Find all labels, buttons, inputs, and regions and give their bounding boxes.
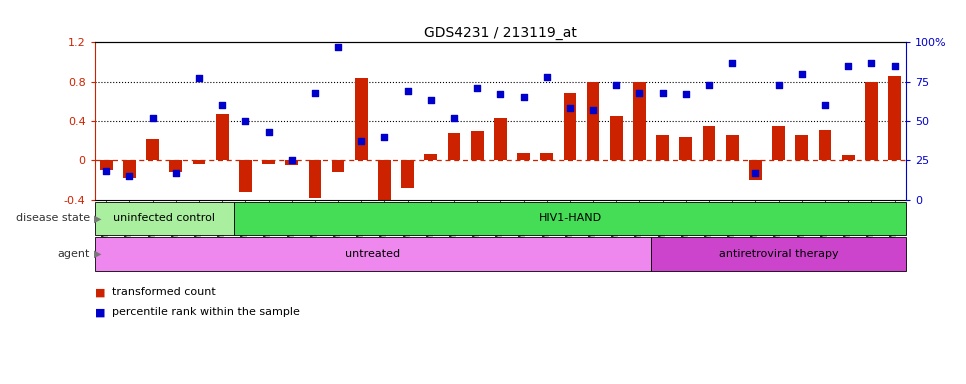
Text: agent: agent xyxy=(57,249,90,259)
Bar xyxy=(494,118,507,161)
Point xyxy=(585,107,601,113)
Bar xyxy=(123,161,136,178)
Bar xyxy=(215,114,229,161)
Bar xyxy=(331,161,345,172)
Bar xyxy=(610,116,623,161)
Text: ■: ■ xyxy=(95,287,105,297)
Point xyxy=(330,44,346,50)
Point xyxy=(771,82,786,88)
Bar xyxy=(192,161,206,164)
Bar xyxy=(355,78,368,161)
Text: ▶: ▶ xyxy=(94,249,101,259)
Text: transformed count: transformed count xyxy=(112,287,215,297)
Bar xyxy=(470,131,484,161)
Bar xyxy=(841,156,855,161)
Text: ▶: ▶ xyxy=(94,214,101,223)
Bar xyxy=(865,81,878,161)
Text: disease state: disease state xyxy=(15,214,90,223)
Point xyxy=(168,170,184,176)
Bar xyxy=(424,154,438,161)
Point xyxy=(122,173,137,179)
Text: HIV1-HAND: HIV1-HAND xyxy=(538,214,602,223)
Bar xyxy=(234,202,906,235)
Bar xyxy=(285,161,298,165)
Point xyxy=(261,129,276,135)
Bar xyxy=(656,135,669,161)
Bar xyxy=(795,135,809,161)
Bar xyxy=(586,81,600,161)
Text: uninfected control: uninfected control xyxy=(113,214,215,223)
Text: ■: ■ xyxy=(95,307,105,317)
Text: untreated: untreated xyxy=(345,249,401,259)
Point xyxy=(99,168,114,174)
Bar xyxy=(749,161,762,180)
Point xyxy=(423,98,439,104)
Point xyxy=(238,118,253,124)
Point xyxy=(724,60,740,66)
Bar xyxy=(239,161,252,192)
Point xyxy=(562,105,578,111)
Bar xyxy=(308,161,322,198)
Point xyxy=(748,170,763,176)
Point xyxy=(516,94,531,101)
Point xyxy=(678,91,694,97)
Point xyxy=(145,115,160,121)
Bar xyxy=(95,202,234,235)
Bar xyxy=(772,126,785,161)
Bar xyxy=(818,130,832,161)
Bar xyxy=(517,154,530,161)
Point xyxy=(469,85,485,91)
Point xyxy=(632,89,647,96)
Bar xyxy=(725,135,739,161)
Bar xyxy=(447,133,461,161)
Point xyxy=(609,82,624,88)
Point xyxy=(446,115,462,121)
Point xyxy=(794,71,810,77)
Point xyxy=(214,102,230,108)
Point xyxy=(840,63,856,69)
Point xyxy=(354,138,369,144)
Bar xyxy=(99,161,113,170)
Title: GDS4231 / 213119_at: GDS4231 / 213119_at xyxy=(424,26,577,40)
Bar xyxy=(633,81,646,161)
Point xyxy=(539,74,554,80)
Bar xyxy=(146,139,159,161)
Point xyxy=(817,102,833,108)
Bar xyxy=(888,76,901,161)
Bar xyxy=(651,237,906,271)
Point xyxy=(400,88,415,94)
Bar xyxy=(378,161,391,200)
Bar xyxy=(401,161,414,188)
Point xyxy=(493,91,508,97)
Text: antiretroviral therapy: antiretroviral therapy xyxy=(719,249,838,259)
Bar xyxy=(702,126,716,161)
Bar xyxy=(262,161,275,164)
Point xyxy=(191,75,207,81)
Bar xyxy=(540,154,554,161)
Point xyxy=(887,63,902,69)
Point xyxy=(377,134,392,140)
Point xyxy=(284,157,299,164)
Bar xyxy=(169,161,183,172)
Point xyxy=(307,89,323,96)
Bar xyxy=(563,93,577,161)
Point xyxy=(864,60,879,66)
Point xyxy=(655,89,670,96)
Bar xyxy=(95,237,651,271)
Point xyxy=(701,82,717,88)
Text: percentile rank within the sample: percentile rank within the sample xyxy=(112,307,299,317)
Bar xyxy=(679,137,693,161)
